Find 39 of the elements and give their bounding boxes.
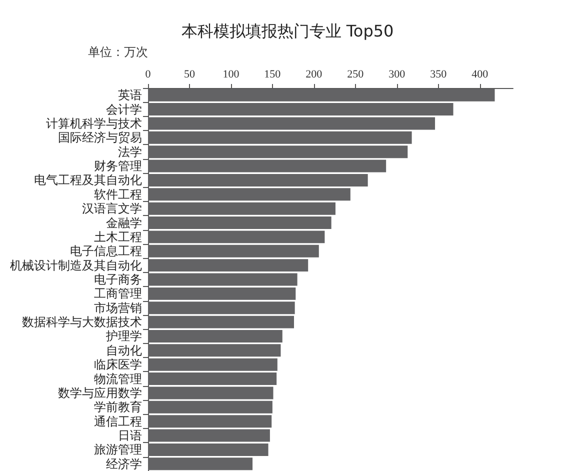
x-tick-label: 150 <box>264 68 282 80</box>
y-tick-label: 临床医学 <box>94 358 142 372</box>
y-tick-label: 数学与应用数学 <box>58 386 142 400</box>
y-tick-label: 英语 <box>118 88 142 102</box>
x-tick-label: 50 <box>184 68 196 80</box>
y-tick-label: 电子信息工程 <box>70 244 142 258</box>
x-tick-label: 350 <box>430 68 448 80</box>
y-tick-label: 通信工程 <box>94 414 142 428</box>
y-tick-label: 国际经济与贸易 <box>58 130 142 145</box>
text: 单位：万次 <box>88 45 148 59</box>
y-tick-label: 物流管理 <box>94 372 142 386</box>
y-tick-label: 计算机科学与技术 <box>46 116 142 130</box>
y-tick-label: 财务管理 <box>94 159 142 174</box>
x-tick-label: 200 <box>306 68 323 80</box>
y-tick-label: 软件工程 <box>94 187 142 202</box>
y-tick-label: 工商管理 <box>94 286 142 301</box>
y-tick-label: 金融学 <box>106 216 142 230</box>
bar <box>148 273 298 286</box>
y-tick-label: 旅游管理 <box>94 442 142 457</box>
y-tick-label: 汉语言文学 <box>82 202 142 216</box>
y-tick-label: 市场营销 <box>94 300 142 315</box>
x-tick-label: 250 <box>347 68 364 80</box>
y-tick-label: 数据科学与大数据技术 <box>22 315 142 330</box>
y-tick-label: 电气工程及其自动化 <box>34 173 142 188</box>
x-tick-label: 0 <box>145 68 152 80</box>
y-tick-label: 学前教育 <box>94 400 142 414</box>
x-tick-label: 300 <box>388 68 406 80</box>
y-tick-label: 土木工程 <box>94 230 142 244</box>
x-tick-label: 100 <box>222 68 240 80</box>
y-tick-label: 经济学 <box>106 456 142 471</box>
y-tick-label: 会计学 <box>106 102 142 116</box>
y-tick-label: 电子商务 <box>94 272 142 286</box>
x-tick-label: 400 <box>472 68 489 80</box>
y-tick-label: 自动化 <box>106 343 142 358</box>
y-tick-label: 日语 <box>118 428 142 443</box>
chart-title: 本科模拟填报热门专业 Top50 <box>181 22 394 40</box>
y-tick-label: 法学 <box>118 144 142 159</box>
y-tick-label: 机械设计制造及其自动化 <box>10 258 142 272</box>
y-tick-label: 护理学 <box>105 329 142 344</box>
